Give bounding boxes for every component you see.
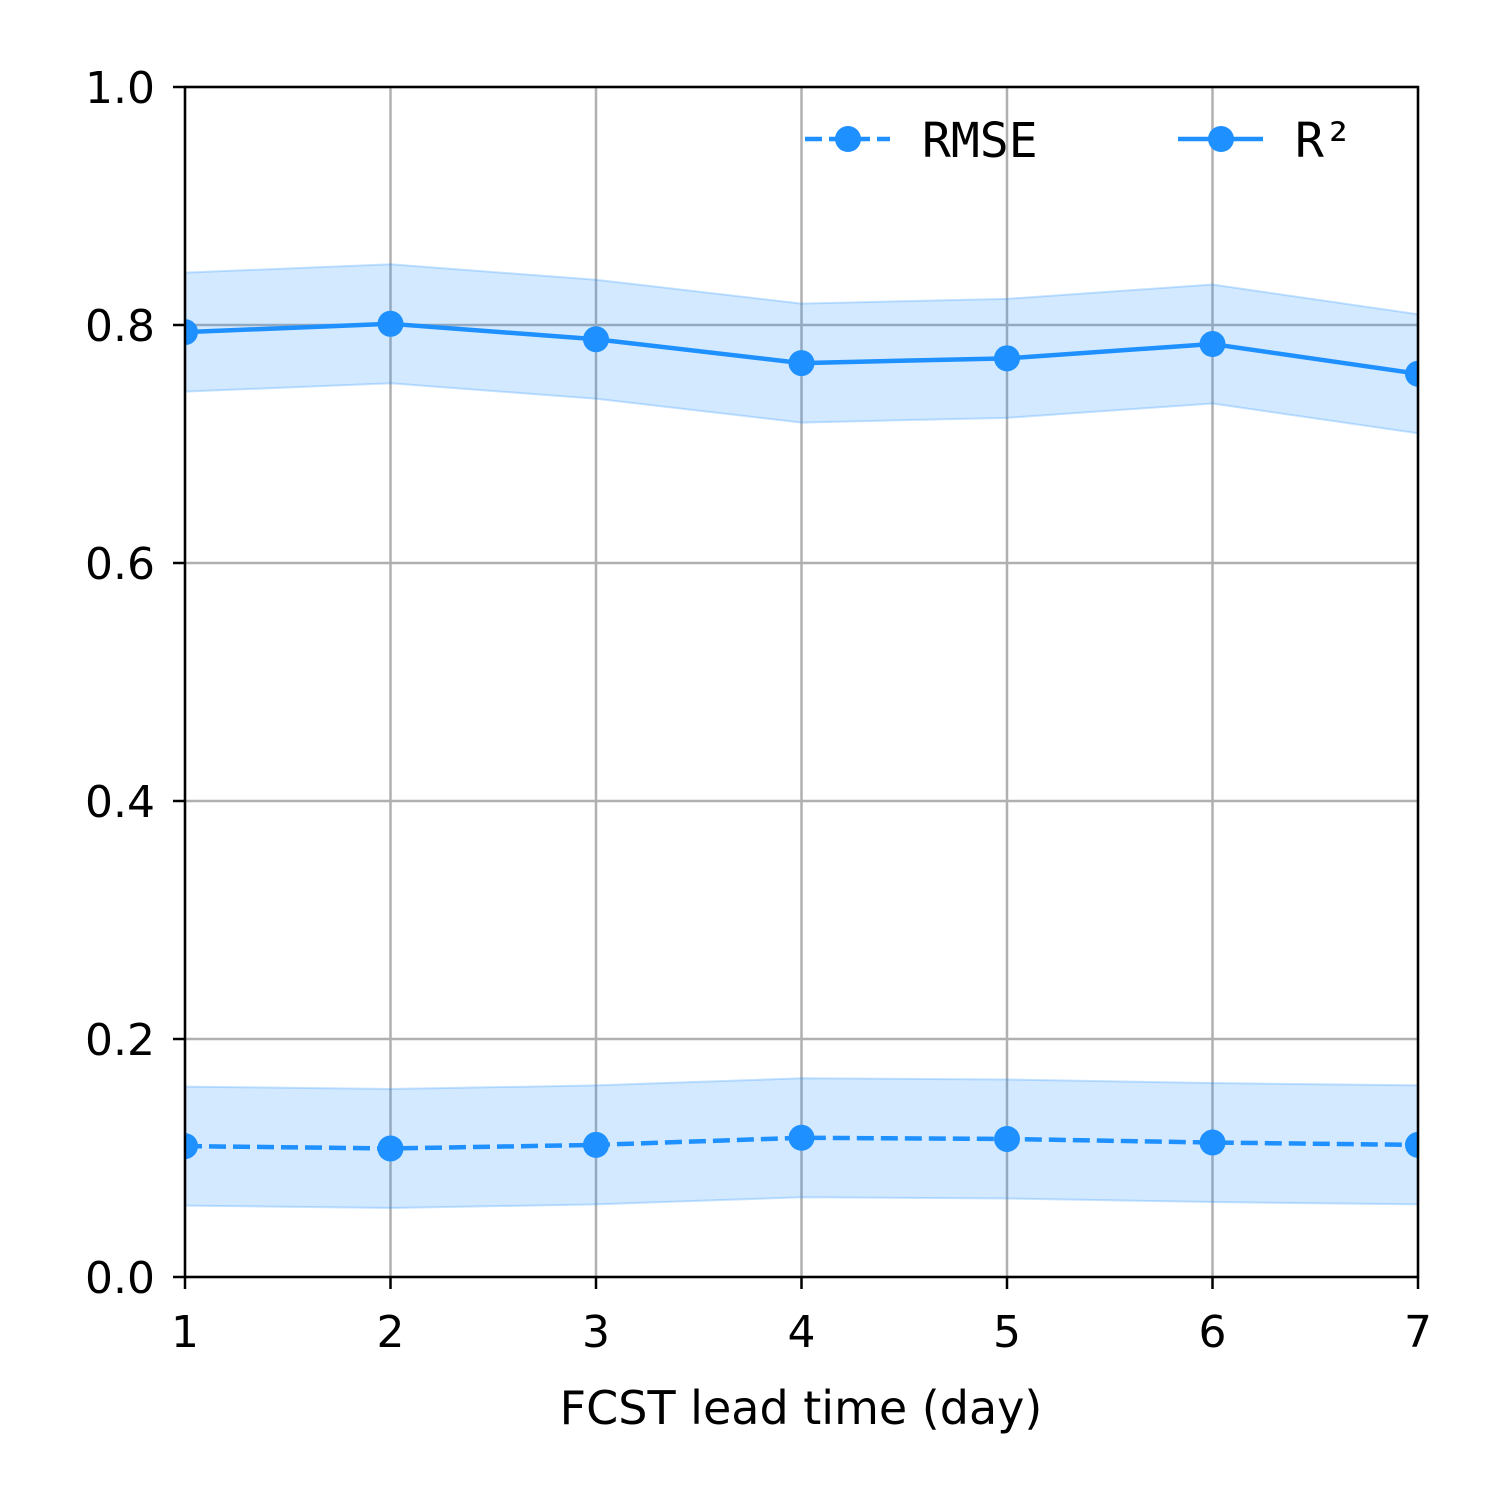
legend-r2-label: R² — [1295, 113, 1353, 169]
x-tick-label: 3 — [582, 1307, 610, 1358]
legend-rmse-label: RMSE — [922, 113, 1038, 169]
r2-point — [583, 326, 609, 353]
rmse-point — [583, 1131, 609, 1158]
x-tick-label: 2 — [377, 1307, 405, 1358]
y-tick-label: 0.8 — [85, 301, 155, 352]
tick-labels: 1 2 3 4 5 6 7 0.0 0.2 0.4 0.6 0.8 1.0 — [85, 63, 1432, 1358]
r2-band — [185, 263, 1418, 435]
rmse-point — [1405, 1131, 1418, 1158]
r2-point — [1199, 331, 1226, 358]
r2-point — [994, 345, 1020, 372]
rmse-point — [185, 1133, 198, 1160]
r2-point — [185, 319, 198, 346]
y-tick-label: 0.6 — [85, 539, 155, 590]
x-axis-label: FCST lead time (day) — [560, 1381, 1043, 1435]
x-tick-label: 6 — [1199, 1307, 1227, 1358]
y-tick-label: 0.4 — [85, 777, 155, 828]
x-tick-label: 1 — [171, 1307, 199, 1358]
y-tick-label: 0.2 — [85, 1015, 155, 1066]
legend: RMSE R² — [805, 113, 1353, 169]
axes — [173, 85, 1420, 1289]
r2-point — [1405, 360, 1418, 387]
y-tick-label: 0.0 — [85, 1253, 155, 1304]
x-tick-label: 4 — [788, 1307, 816, 1358]
legend-r2-marker — [1208, 126, 1234, 152]
series-points — [185, 310, 1418, 1162]
legend-rmse-marker — [835, 126, 861, 152]
r2-point — [788, 350, 815, 377]
x-tick-label: 5 — [993, 1307, 1021, 1358]
rmse-point — [377, 1135, 404, 1162]
rmse-point — [788, 1124, 815, 1151]
y-tick-label: 1.0 — [85, 63, 155, 114]
rmse-point — [994, 1125, 1020, 1152]
x-tick-label: 7 — [1404, 1307, 1432, 1358]
r2-point — [377, 310, 404, 337]
rmse-point — [1199, 1129, 1226, 1156]
